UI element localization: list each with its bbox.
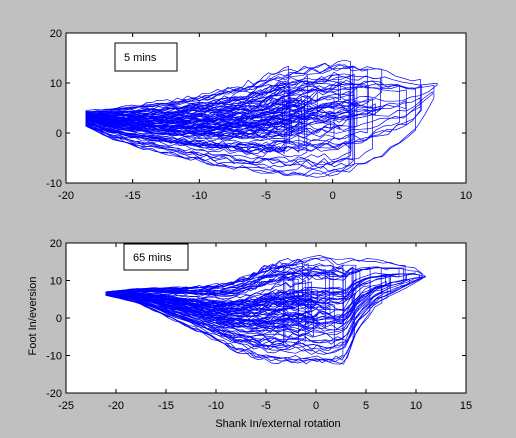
x-tick-label: 0	[313, 400, 319, 412]
series-cycle	[85, 118, 341, 139]
y-tick-label: 20	[50, 238, 62, 250]
series-cycle	[105, 281, 313, 322]
x-tick-label: -20	[58, 190, 74, 202]
series-cycle	[105, 255, 423, 355]
y-tick-label: -20	[46, 388, 62, 400]
x-tick-label: 5	[363, 400, 369, 412]
series-cycle	[85, 75, 381, 126]
series-cycle	[85, 79, 423, 153]
series-cycle	[105, 293, 318, 330]
series-cycle	[85, 118, 305, 147]
series-cycle	[85, 73, 339, 123]
annotation-label: 65 mins	[133, 252, 172, 264]
annotation-box	[114, 42, 178, 72]
series-cycle	[105, 272, 390, 335]
x-tick-label: -5	[261, 400, 271, 412]
annotation-label: 5 mins	[124, 52, 157, 64]
series-lines	[105, 255, 426, 365]
y-tick-label: 0	[56, 128, 62, 140]
x-tick-label: 10	[410, 400, 422, 412]
series-cycle	[105, 293, 330, 318]
series-cycle	[105, 266, 353, 321]
annotation-box	[123, 243, 189, 271]
series-cycle	[85, 80, 341, 120]
x-axis-label: Shank In/external rotation	[215, 418, 340, 430]
x-tick-label: -15	[125, 190, 141, 202]
y-tick-label: 20	[50, 28, 62, 40]
x-tick-label: -25	[58, 400, 74, 412]
x-tick-label: 15	[460, 400, 472, 412]
y-tick-label: -10	[46, 351, 62, 363]
y-tick-label: 0	[56, 313, 62, 325]
series-lines	[85, 59, 438, 178]
series-cycle	[105, 293, 314, 339]
series-cycle	[85, 99, 356, 126]
x-tick-label: -5	[261, 190, 271, 202]
x-tick-label: -10	[208, 400, 224, 412]
series-cycle	[105, 274, 391, 349]
series-cycle	[85, 118, 292, 142]
chart-5-mins: -20 -15 -10 -5 0 5 10 -10 0 10 20 5 mins	[46, 28, 472, 202]
series-cycle	[85, 107, 381, 129]
series-cycle	[85, 59, 351, 166]
series-cycle	[85, 100, 305, 132]
y-tick-label: 10	[50, 78, 62, 90]
x-tick-label: 5	[396, 190, 402, 202]
y-tick-label: 10	[50, 276, 62, 288]
x-tick-label: 10	[460, 190, 472, 202]
series-cycle	[85, 65, 421, 153]
y-tick-label: -10	[46, 178, 62, 190]
series-cycle	[105, 285, 371, 365]
x-tick-label: 0	[330, 190, 336, 202]
series-cycle	[105, 293, 335, 352]
series-cycle	[85, 87, 350, 172]
x-tick-label: -20	[108, 400, 124, 412]
x-tick-label: -15	[158, 400, 174, 412]
series-cycle	[85, 75, 438, 124]
y-axis-label: Foot In/eversion	[27, 277, 39, 356]
x-tick-label: -10	[191, 190, 207, 202]
series-cycle	[85, 86, 358, 140]
